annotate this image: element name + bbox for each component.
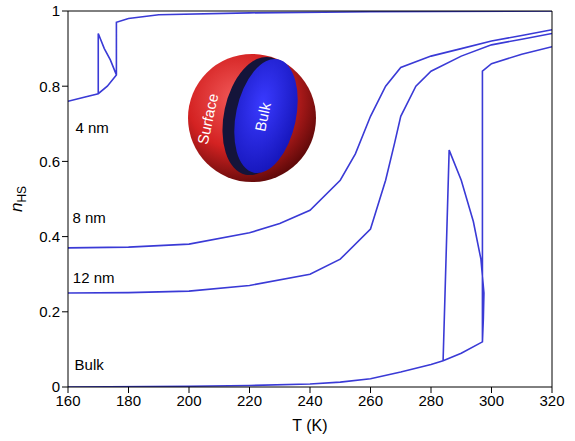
svg-text:180: 180 (116, 392, 141, 409)
svg-text:Bulk: Bulk (75, 356, 105, 373)
svg-text:T (K): T (K) (292, 417, 327, 434)
svg-text:nHS: nHS (7, 186, 29, 212)
svg-text:12 nm: 12 nm (73, 269, 115, 286)
svg-text:0.6: 0.6 (39, 153, 60, 170)
svg-text:4 nm: 4 nm (76, 119, 109, 136)
svg-text:Bulk: Bulk (251, 100, 274, 133)
svg-text:200: 200 (176, 392, 201, 409)
svg-text:320: 320 (539, 392, 564, 409)
svg-text:0.2: 0.2 (39, 303, 60, 320)
svg-text:8 nm: 8 nm (72, 209, 105, 226)
svg-text:1: 1 (52, 2, 60, 19)
svg-text:280: 280 (418, 392, 443, 409)
svg-text:0.8: 0.8 (39, 78, 60, 95)
svg-text:260: 260 (358, 392, 383, 409)
svg-text:Surface: Surface (194, 92, 221, 146)
svg-text:240: 240 (297, 392, 322, 409)
svg-text:220: 220 (237, 392, 262, 409)
svg-text:160: 160 (55, 391, 81, 409)
svg-text:0: 0 (52, 378, 60, 395)
svg-text:0.4: 0.4 (39, 228, 60, 245)
svg-text:300: 300 (479, 392, 504, 409)
